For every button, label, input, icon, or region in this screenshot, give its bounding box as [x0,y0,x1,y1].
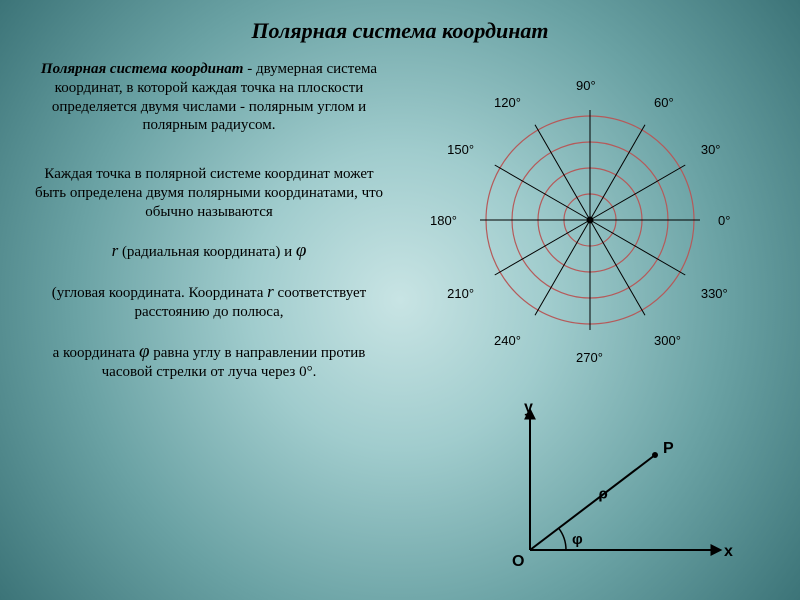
label-rho: ρ [599,486,608,503]
paragraph-1: Полярная система координат - двумерная с… [34,60,384,135]
paragraph-5: а координата φ равна углу в направлении … [34,340,384,383]
p5a: а координата [53,345,139,361]
polar-spoke [535,220,590,315]
label-y: y [524,400,533,416]
paragraph-3: r (радиальная координата) и φ [34,239,384,263]
polar-angle-label-300: 300° [654,333,681,348]
polar-angle-label-90: 90° [576,78,596,93]
polar-spoke [495,220,590,275]
polar-angle-label-30: 30° [701,142,721,157]
polar-spoke [590,220,685,275]
paragraph-4: (угловая координата. Координата r соотве… [34,281,384,322]
polar-angle-label-330: 330° [701,286,728,301]
polar-grid-diagram: 0°30°60°90°120°150°180°210°240°270°300°3… [400,70,780,350]
polar-spoke [590,125,645,220]
polar-angle-label-210: 210° [447,286,474,301]
p1-bold: Полярная система координат [41,61,244,77]
text-column: Полярная система координат - двумерная с… [34,60,384,400]
label-O: O [512,553,524,570]
page-title: Полярная система координат [0,18,800,44]
point-p-dot [652,452,658,458]
polar-angle-label-0: 0° [718,213,730,228]
polar-spoke [590,165,685,220]
paragraph-2: Каждая точка в полярной системе координа… [34,165,384,221]
label-P: P [663,440,674,457]
polar-angle-label-180: 180° [430,213,457,228]
p4-r: r [267,282,274,301]
angle-arc [559,528,566,550]
p3-mid: (радиальная координата) и [118,244,296,260]
polar-angle-label-270: 270° [576,350,603,365]
polar-spoke [535,125,590,220]
polar-spoke [590,220,645,315]
cartesian-svg: Ox y Pρ φ [500,400,760,580]
rho-line [530,455,655,550]
polar-spoke [495,165,590,220]
p2-text: Каждая точка в полярной системе координа… [35,166,383,220]
p4a: (угловая координата. Координата [52,285,267,301]
polar-angle-label-60: 60° [654,95,674,110]
cartesian-diagram: Ox y Pρ φ [500,400,760,580]
label-x: x [724,543,733,560]
polar-angle-label-240: 240° [494,333,521,348]
polar-angle-label-150: 150° [447,142,474,157]
label-phi: φ [572,531,583,548]
polar-origin-dot [587,217,594,224]
p5-phi: φ [139,341,150,362]
polar-angle-label-120: 120° [494,95,521,110]
p3-phi: φ [296,240,307,261]
